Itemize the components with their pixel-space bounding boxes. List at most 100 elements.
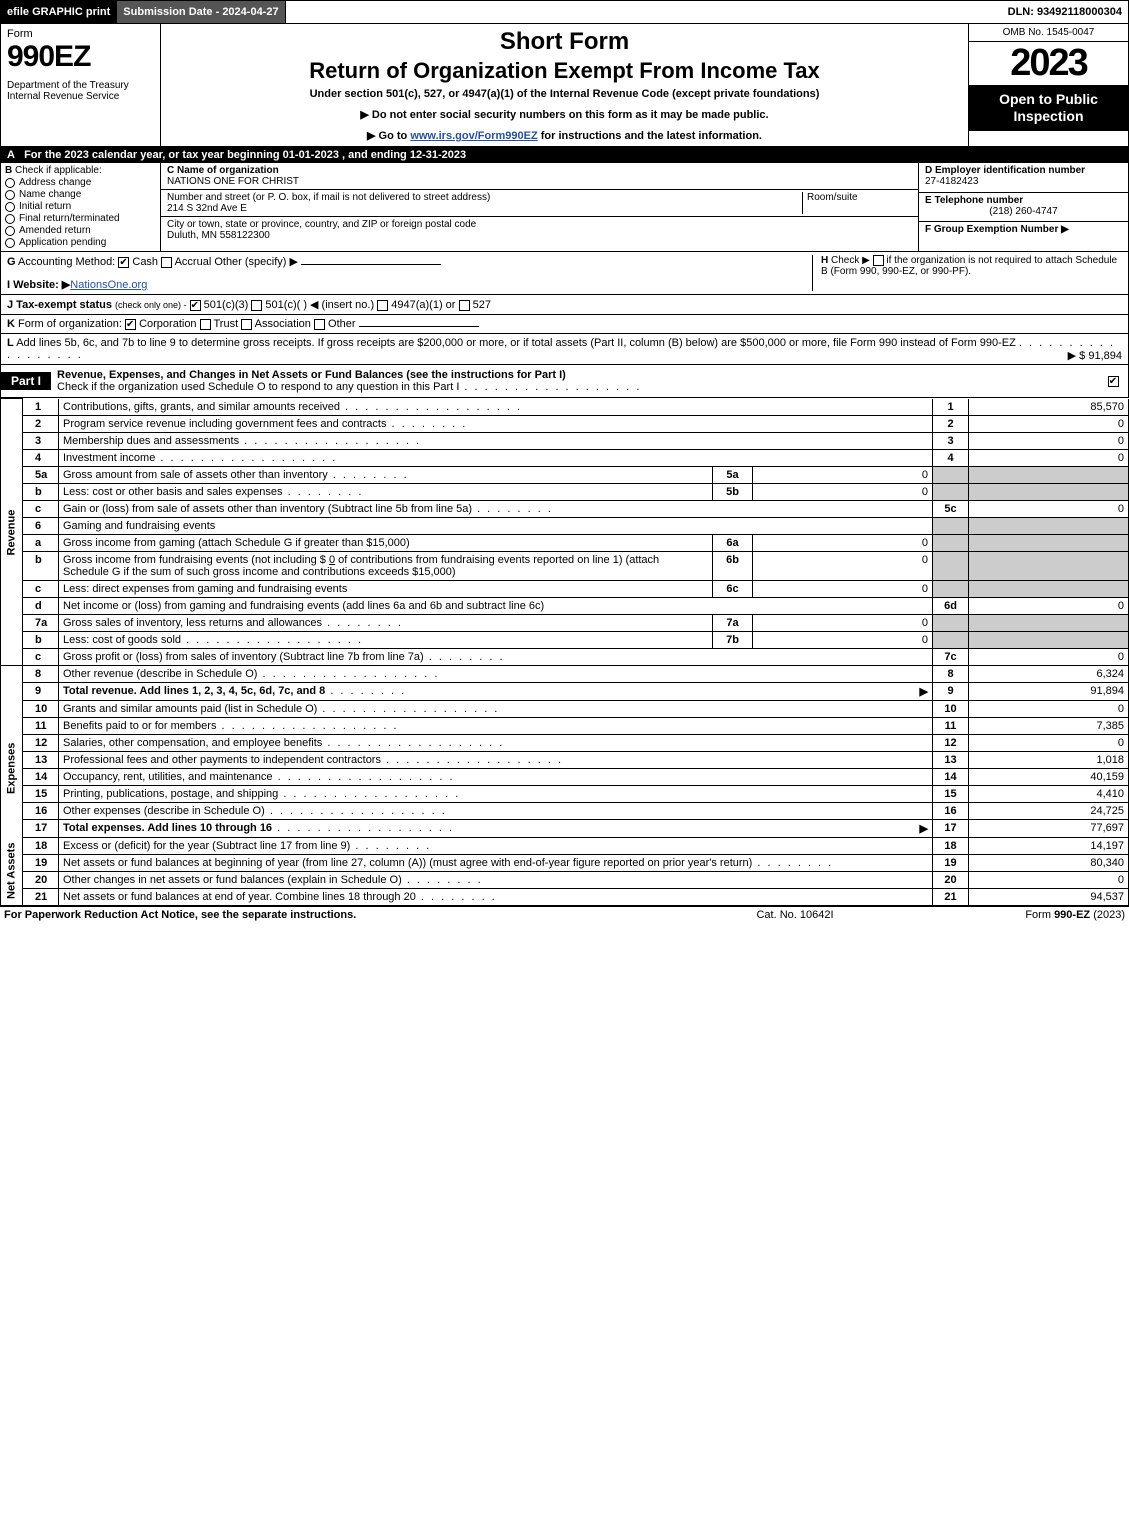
shaded [933,534,969,551]
line-10-desc: Grants and similar amounts paid (list in… [63,703,317,715]
checkbox-amended[interactable] [5,226,15,236]
checkbox-final-return[interactable] [5,214,15,224]
line-3-r: 3 [933,432,969,449]
line-19-desc: Net assets or fund balances at beginning… [63,857,752,869]
inspection-label: Open to Public Inspection [969,85,1128,131]
header-right: OMB No. 1545-0047 2023 Open to Public In… [968,24,1128,146]
checkbox-address-change[interactable] [5,178,15,188]
part1-header-row: Part I Revenue, Expenses, and Changes in… [0,365,1129,398]
line-6-desc: Gaming and fundraising events [63,520,215,532]
opt-initial-return: Initial return [19,201,71,212]
line-15-num: 15 [23,785,59,802]
dots-icon [239,435,421,447]
top-bar: efile GRAPHIC print Submission Date - 20… [0,0,1129,24]
line-21-r: 21 [933,888,969,905]
k-trust: Trust [213,318,238,330]
checkbox-527[interactable] [459,300,470,311]
other-specify-line[interactable] [301,264,441,265]
line-5c-desc: Gain or (loss) from sale of assets other… [63,503,472,515]
row-j: J Tax-exempt status (check only one) - 5… [0,295,1129,315]
dots-icon [317,703,499,715]
line-18-amount: 14,197 [969,837,1129,854]
k-other: Other [328,318,356,330]
row-a: A For the 2023 calendar year, or tax yea… [0,147,1129,163]
form-word: Form [7,28,154,40]
line-6a-num: a [23,534,59,551]
line-15-desc: Printing, publications, postage, and shi… [63,788,278,800]
dots-icon [350,840,431,852]
street-label: Number and street (or P. O. box, if mail… [167,192,490,203]
ein-value: 27-4182423 [925,176,1122,187]
checkbox-accrual[interactable] [161,257,172,268]
checkbox-trust[interactable] [200,319,211,330]
line-7c-amount: 0 [969,648,1129,665]
line-10-r: 10 [933,700,969,717]
shaded [933,631,969,648]
k-assoc: Association [255,318,311,330]
line-6c-num: c [23,580,59,597]
spacer [286,1,1002,23]
website-link[interactable]: NationsOne.org [70,279,147,291]
checkbox-assoc[interactable] [241,319,252,330]
room-label: Room/suite [807,192,912,203]
dots-icon [416,891,497,903]
shaded [933,614,969,631]
line-8-num: 8 [23,665,59,682]
k-text: Form of organization: [18,318,122,330]
shaded [969,534,1129,551]
dots-icon [328,469,409,481]
line-8-r: 8 [933,665,969,682]
line-1-desc: Contributions, gifts, grants, and simila… [63,401,340,413]
checkbox-pending[interactable] [5,238,15,248]
line-4-r: 4 [933,449,969,466]
checkbox-h[interactable] [873,255,884,266]
form-ref-pre: Form [1025,909,1054,921]
line-16-amount: 24,725 [969,802,1129,819]
dots-icon [424,651,505,663]
checkbox-corp[interactable] [125,319,136,330]
other-org-line[interactable] [359,326,479,327]
line-4-num: 4 [23,449,59,466]
checkbox-501c3[interactable] [190,300,201,311]
i-label: I Website: ▶ [7,279,70,291]
line-8-amount: 6,324 [969,665,1129,682]
shaded [969,483,1129,500]
org-name: NATIONS ONE FOR CHRIST [167,176,912,187]
row-l: L Add lines 5b, 6c, and 7b to line 9 to … [0,334,1129,365]
goto-post: for instructions and the latest informat… [538,130,762,142]
line-19-num: 19 [23,854,59,871]
checkbox-other-org[interactable] [314,319,325,330]
row-h: H Check ▶ if the organization is not req… [812,255,1122,291]
line-8-desc: Other revenue (describe in Schedule O) [63,668,257,680]
g-other: Other (specify) ▶ [214,256,298,268]
line-20-num: 20 [23,871,59,888]
line-2-amount: 0 [969,415,1129,432]
checkbox-name-change[interactable] [5,190,15,200]
shaded [969,614,1129,631]
g-accrual: Accrual [175,256,212,268]
checkbox-4947[interactable] [377,300,388,311]
line-21-num: 21 [23,888,59,905]
line-5b-num: b [23,483,59,500]
line-7b-num: b [23,631,59,648]
line-5a-num: 5a [23,466,59,483]
j-opt1: 501(c)(3) [204,299,249,311]
checkbox-501c[interactable] [251,300,262,311]
line-1-amount: 85,570 [969,399,1129,416]
l-text: Add lines 5b, 6c, and 7b to line 9 to de… [16,337,1016,349]
irs-link[interactable]: www.irs.gov/Form990EZ [410,130,537,142]
shaded [969,551,1129,580]
row-g-h: G Accounting Method: Cash Accrual Other … [0,252,1129,295]
line-19-r: 19 [933,854,969,871]
line-11-desc: Benefits paid to or for members [63,720,216,732]
checkbox-initial-return[interactable] [5,202,15,212]
header-center: Short Form Return of Organization Exempt… [161,24,968,146]
phone-value: (218) 260-4747 [925,206,1122,217]
opt-address-change: Address change [19,177,91,188]
j-note: (check only one) - [115,300,187,310]
opt-final-return: Final return/terminated [19,213,120,224]
checkbox-cash[interactable] [118,257,129,268]
tax-year: 2023 [969,42,1128,85]
checkbox-schedule-o[interactable] [1108,376,1119,387]
city-label: City or town, state or province, country… [167,219,476,230]
